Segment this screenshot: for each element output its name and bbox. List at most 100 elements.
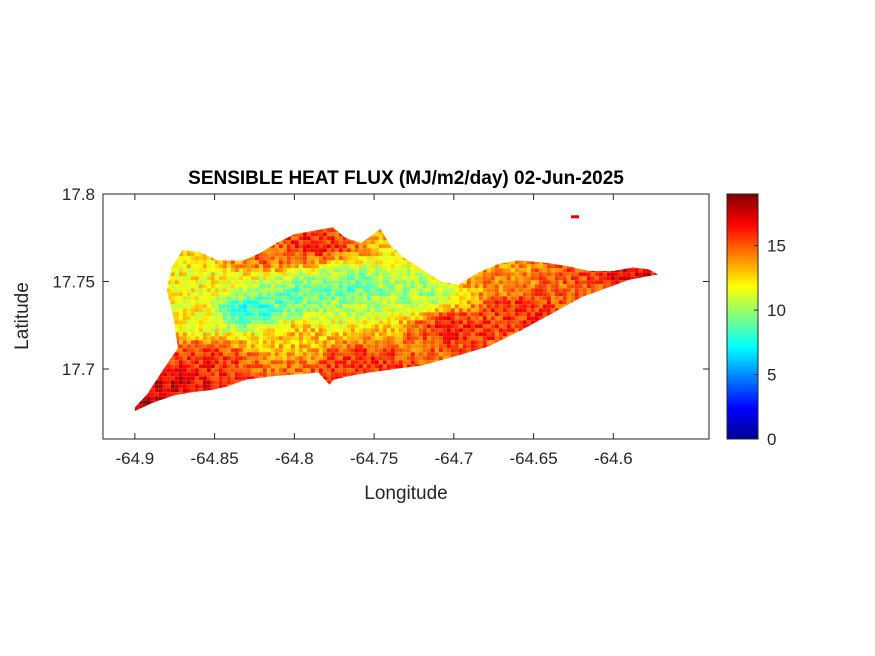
heat-flux-cell: [154, 240, 159, 245]
heat-flux-cell: [314, 296, 319, 301]
heat-flux-cell: [454, 268, 459, 273]
heat-flux-cell: [478, 344, 483, 349]
heat-flux-cell: [206, 356, 211, 361]
heat-flux-cell: [462, 232, 467, 237]
heat-flux-cell: [582, 348, 587, 353]
heat-flux-cell: [258, 272, 263, 277]
heat-flux-cell: [290, 264, 295, 269]
heat-flux-cell: [150, 316, 155, 321]
heat-flux-cell: [370, 248, 375, 253]
heat-flux-cell: [282, 227, 287, 229]
heat-flux-cell: [498, 308, 503, 313]
heat-flux-cell: [542, 356, 547, 361]
heat-flux-cell: [138, 312, 143, 317]
heat-flux-cell: [490, 288, 495, 293]
heat-flux-cell: [166, 284, 171, 289]
heat-flux-cell: [542, 284, 547, 289]
heat-flux-cell: [586, 240, 591, 245]
heat-flux-cell: [450, 240, 455, 245]
heat-flux-cell: [482, 364, 487, 369]
heat-flux-cell: [494, 280, 499, 285]
heat-flux-cell: [158, 324, 163, 329]
heat-flux-cell: [238, 280, 243, 285]
heat-flux-cell: [174, 344, 179, 349]
chart-title: SENSIBLE HEAT FLUX (MJ/m2/day) 02-Jun-20…: [188, 168, 624, 189]
heat-flux-cell: [438, 300, 443, 305]
heat-flux-cell: [606, 260, 611, 265]
heat-flux-cell: [606, 284, 611, 289]
heat-flux-cell: [534, 240, 539, 245]
heat-flux-cell: [131, 352, 135, 356]
heat-flux-cell: [558, 240, 563, 245]
heat-flux-cell: [522, 264, 527, 269]
heat-flux-cell: [514, 348, 519, 353]
heat-flux-cell: [438, 316, 443, 321]
heat-flux-cell: [510, 304, 515, 309]
heat-flux-cell: [318, 332, 323, 337]
heat-flux-cell: [214, 300, 219, 305]
heat-flux-cell: [263, 220, 267, 224]
heat-flux-cell: [226, 227, 231, 229]
heat-flux-cell: [174, 260, 179, 265]
heat-flux-cell: [322, 292, 327, 297]
heat-flux-cell: [206, 300, 211, 305]
heat-flux-cell: [434, 316, 439, 321]
heat-flux-cell: [502, 264, 507, 269]
heat-flux-cell: [494, 328, 499, 333]
heat-flux-cell: [186, 248, 191, 253]
heat-flux-cell: [646, 304, 651, 309]
heat-flux-cell: [482, 356, 487, 361]
heat-flux-cell: [330, 320, 335, 325]
heat-flux-cell: [270, 300, 275, 305]
heat-flux-cell: [642, 352, 647, 357]
heat-flux-cell: [194, 240, 199, 245]
heat-flux-cell: [659, 256, 663, 260]
heat-flux-cell: [262, 304, 267, 309]
heat-flux-cell: [446, 284, 451, 289]
heat-flux-cell: [194, 300, 199, 305]
heat-flux-cell: [134, 304, 139, 309]
heat-flux-cell: [346, 320, 351, 325]
heat-flux-cell: [502, 336, 507, 341]
heat-flux-cell: [366, 260, 371, 265]
heat-flux-cell: [542, 240, 547, 245]
heat-flux-cell: [422, 308, 427, 313]
heat-flux-cell: [270, 308, 275, 313]
heat-flux-cell: [610, 292, 615, 297]
heat-flux-cell: [382, 312, 387, 317]
heat-flux-cell: [422, 356, 427, 361]
heat-flux-cell: [482, 360, 487, 365]
heat-flux-cell: [394, 316, 399, 321]
heat-flux-cell: [474, 364, 479, 369]
heat-flux-cell: [598, 300, 603, 305]
heat-flux-cell: [574, 268, 579, 273]
heat-flux-cell: [242, 296, 247, 301]
heat-flux-cell: [182, 276, 187, 281]
heat-flux-cell: [499, 220, 503, 224]
heat-flux-cell: [426, 227, 431, 229]
heat-flux-cell: [522, 236, 527, 241]
heat-flux-cell: [442, 340, 447, 345]
heat-flux-cell: [202, 336, 207, 341]
heat-flux-cell: [342, 260, 347, 265]
heat-flux-cell: [414, 352, 419, 357]
heat-flux-cell: [618, 252, 623, 257]
heat-flux-cell: [347, 220, 351, 224]
heat-flux-cell: [134, 308, 139, 313]
heat-flux-cell: [278, 284, 283, 289]
heat-flux-cell: [230, 304, 235, 309]
heat-flux-cell: [274, 244, 279, 249]
heat-flux-cell: [218, 292, 223, 297]
heat-flux-cell: [586, 252, 591, 257]
heat-flux-cell: [538, 352, 543, 357]
heat-flux-cell: [406, 256, 411, 261]
heat-flux-cell: [502, 260, 507, 265]
heat-flux-cell: [502, 227, 507, 229]
heat-flux-cell: [238, 228, 243, 233]
heat-flux-cell: [334, 268, 339, 273]
heat-flux-cell: [278, 227, 283, 229]
heat-flux-cell: [414, 332, 419, 337]
heat-flux-cell: [302, 364, 307, 369]
heat-flux-cell: [550, 232, 555, 237]
heat-flux-cell: [574, 292, 579, 297]
